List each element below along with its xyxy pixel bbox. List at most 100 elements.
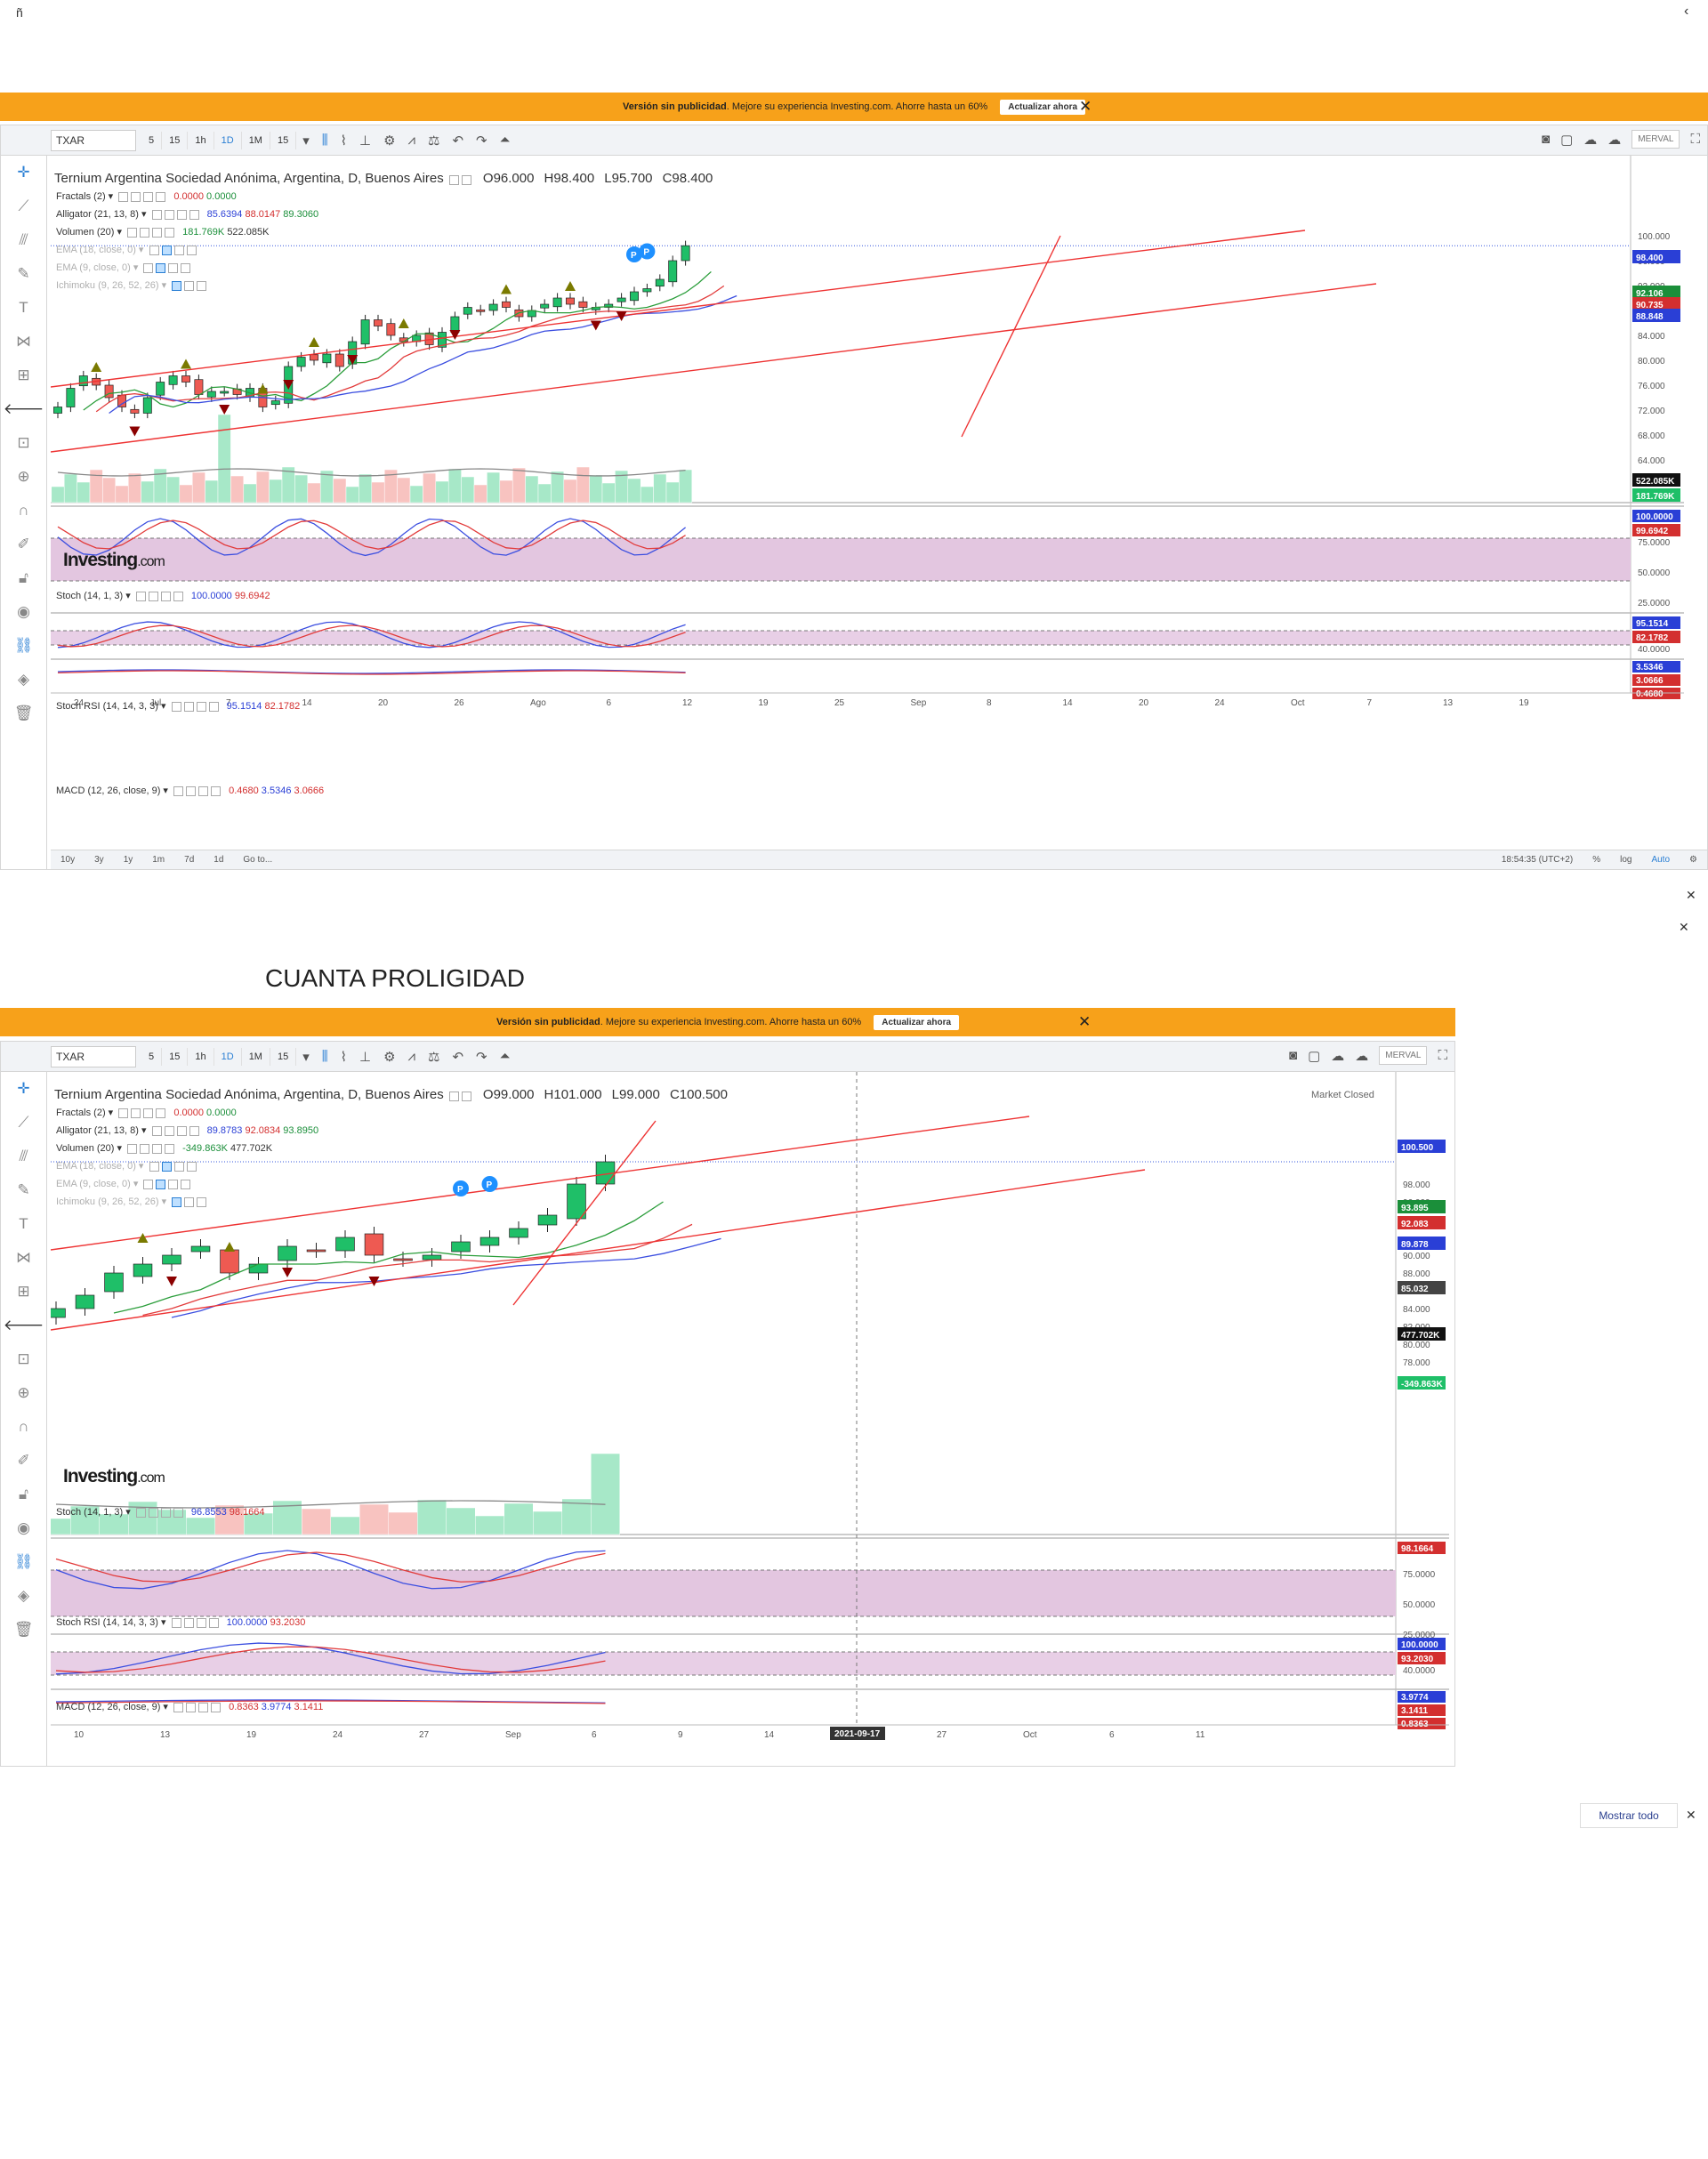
crosshair-icon[interactable]: ✛ — [17, 164, 30, 181]
settings-gear-icon[interactable]: ⚙ — [383, 133, 396, 149]
promo-close-button[interactable]: ✕ — [1079, 98, 1092, 115]
close-icon[interactable]: ✕ — [1686, 888, 1696, 902]
compare-icon-2[interactable]: ⚖ — [427, 1049, 440, 1065]
interval-1d[interactable]: 1D — [214, 131, 242, 149]
crosshair-icon-2[interactable]: ✛ — [17, 1080, 30, 1097]
interval-1m[interactable]: 1M — [242, 131, 270, 149]
symbol-input[interactable]: TXAR — [51, 129, 136, 151]
pitchfork-icon-2[interactable]: ⫻ — [19, 1148, 28, 1164]
pencil-lock-icon[interactable]: ✐ — [17, 536, 30, 552]
legend-volume-2[interactable]: Volumen (20) ▾ -349.863K 477.702K — [56, 1143, 273, 1154]
legend-ema18-2[interactable]: EMA (18, close, 0) ▾ — [56, 1160, 197, 1172]
cloud-save-icon[interactable]: ☁ — [1607, 132, 1622, 148]
text-icon[interactable]: T — [19, 299, 28, 316]
layout-icon[interactable]: ▢ — [1560, 132, 1574, 148]
close-icon-2[interactable]: ✕ — [1679, 920, 1689, 934]
back-icon[interactable]: ‹ — [1684, 4, 1689, 19]
dropdown-icon-2[interactable]: ▾ — [302, 1049, 310, 1065]
legend-macd-2[interactable]: MACD (12, 26, close, 9) ▾ 0.8363 3.9774 … — [56, 1702, 324, 1712]
legend-macd[interactable]: MACD (12, 26, close, 9) ▾ 0.4680 3.5346 … — [56, 785, 325, 796]
trendline-icon-2[interactable]: ⟋ — [18, 1114, 29, 1131]
trash-icon[interactable]: 🗑︎ — [13, 705, 34, 721]
eye-icon-2[interactable]: ◉ — [17, 1519, 30, 1536]
percent-toggle[interactable]: % — [1592, 855, 1601, 865]
lock-icon-2[interactable]: 🔓︎ — [18, 1486, 29, 1502]
interval-1h[interactable]: 1h — [188, 131, 214, 149]
legend-ema18[interactable]: EMA (18, close, 0) ▾ — [56, 244, 197, 255]
text-icon-2[interactable]: T — [19, 1215, 28, 1232]
interval-custom-2[interactable]: 15 — [270, 1047, 297, 1066]
brush-icon-2[interactable]: ✎ — [17, 1181, 30, 1198]
interval-1d-2[interactable]: 1D — [214, 1047, 242, 1066]
fullscreen-icon-2[interactable]: ⛶ — [1438, 1048, 1447, 1063]
redo-icon[interactable]: ↷ — [476, 133, 487, 149]
interval-1h-2[interactable]: 1h — [188, 1047, 214, 1066]
legend-fractals-2[interactable]: Fractals (2) ▾ 0.0000 0.0000 — [56, 1108, 237, 1118]
ruler-icon[interactable]: ⊡ — [17, 434, 30, 451]
compare-icon[interactable]: ⚖ — [427, 133, 440, 149]
pattern-icon-2[interactable]: ⋈ — [16, 1249, 31, 1266]
cloud-load-icon-2[interactable]: ☁ — [1331, 1048, 1345, 1064]
legend-ema9[interactable]: EMA (9, close, 0) ▾ — [56, 262, 191, 273]
magnet-icon[interactable]: ∩ — [18, 502, 29, 519]
interval-1m-2[interactable]: 1M — [242, 1047, 270, 1066]
settings-gear-icon-2[interactable]: ⚙ — [383, 1049, 396, 1065]
legend-alligator[interactable]: Alligator (21, 13, 8) ▾ 85.6394 88.0147 … — [56, 209, 319, 220]
candles-icon-2[interactable]: ⫼ — [321, 1049, 328, 1064]
legend-volume[interactable]: Volumen (20) ▾ 181.769K 522.085K — [56, 227, 270, 238]
brush-icon[interactable]: ✎ — [17, 265, 30, 282]
interval-5-2[interactable]: 5 — [141, 1047, 163, 1066]
trash-icon-2[interactable]: 🗑︎ — [13, 1621, 34, 1638]
legend-stoch[interactable]: Stoch (14, 1, 3) ▾ 100.0000 99.6942 — [56, 591, 270, 601]
pencil-lock-icon-2[interactable]: ✐ — [17, 1452, 30, 1469]
legend-ichimoku[interactable]: Ichimoku (9, 26, 52, 26) ▾ — [56, 279, 207, 291]
upgrade-button[interactable]: Actualizar ahora — [1000, 99, 1086, 115]
legend-ema9-2[interactable]: EMA (9, close, 0) ▾ — [56, 1178, 191, 1189]
indicators-icon-2[interactable]: ⩘ — [407, 1049, 415, 1064]
magnet-icon-2[interactable]: ∩ — [18, 1418, 29, 1435]
alert-icon[interactable]: ⏶ — [499, 133, 511, 148]
log-toggle[interactable]: log — [1620, 855, 1632, 865]
trendline-icon[interactable]: ⟋ — [18, 197, 29, 214]
pitchfork-icon[interactable]: ⫻ — [19, 231, 28, 248]
show-all-button[interactable]: Mostrar todo — [1580, 1803, 1678, 1828]
legend-stochrsi[interactable]: Stoch RSI (14, 14, 3, 3) ▾ 95.1514 82.17… — [56, 701, 301, 712]
range-7d[interactable]: 7d — [184, 855, 195, 865]
interval-5[interactable]: 5 — [141, 131, 163, 149]
ruler-icon-2[interactable]: ⊡ — [17, 1350, 30, 1367]
undo-icon-2[interactable]: ↶ — [452, 1049, 464, 1065]
back-arrow-icon-2[interactable]: 🡐 — [3, 1317, 44, 1333]
line-chart-icon[interactable]: ⌇ — [340, 133, 347, 149]
layers-icon[interactable]: ◈ — [17, 671, 30, 688]
legend-stoch-2[interactable]: Stoch (14, 1, 3) ▾ 96.8553 98.1664 — [56, 1507, 265, 1518]
zoom-icon-2[interactable]: ⊕ — [17, 1384, 30, 1401]
candles-icon[interactable]: ⫼ — [321, 133, 328, 148]
dropdown-icon[interactable]: ▾ — [302, 133, 310, 149]
exchange-select-2[interactable]: MERVAL — [1379, 1046, 1428, 1065]
bars-icon[interactable]: ⊥ — [359, 133, 372, 149]
pattern-icon[interactable]: ⋈ — [16, 333, 31, 350]
range-1y[interactable]: 1y — [123, 855, 133, 865]
upgrade-button-2[interactable]: Actualizar ahora — [874, 1014, 960, 1030]
cloud-save-icon-2[interactable]: ☁ — [1355, 1048, 1369, 1064]
redo-icon-2[interactable]: ↷ — [476, 1049, 487, 1065]
range-1d[interactable]: 1d — [214, 855, 224, 865]
measure-icon-2[interactable]: ⊞ — [17, 1283, 30, 1300]
layout-icon-2[interactable]: ▢ — [1308, 1048, 1321, 1064]
auto-toggle[interactable]: Auto — [1651, 855, 1671, 865]
goto-button[interactable]: Go to... — [243, 855, 273, 865]
interval-15[interactable]: 15 — [162, 131, 189, 149]
bars-icon-2[interactable]: ⊥ — [359, 1049, 372, 1065]
promo-close-button-2[interactable]: ✕ — [1078, 1013, 1092, 1030]
app-icon[interactable]: ñ — [16, 5, 23, 20]
line-chart-icon-2[interactable]: ⌇ — [340, 1049, 347, 1065]
lock-icon[interactable]: 🔓︎ — [18, 569, 29, 586]
legend-alligator-2[interactable]: Alligator (21, 13, 8) ▾ 89.8783 92.0834 … — [56, 1125, 319, 1136]
price-chart-2[interactable]: 102.00098.00096.00094.00090.00088.00086.… — [51, 1072, 1455, 1767]
camera-icon[interactable]: ◙ — [1542, 132, 1551, 147]
indicators-icon[interactable]: ⩘ — [407, 133, 415, 148]
camera-icon-2[interactable]: ◙ — [1289, 1048, 1298, 1063]
exchange-select[interactable]: MERVAL — [1631, 130, 1680, 149]
legend-fractals[interactable]: Fractals (2) ▾ 0.0000 0.0000 — [56, 191, 237, 202]
link-icon-2[interactable]: ⛓ — [13, 1553, 34, 1570]
